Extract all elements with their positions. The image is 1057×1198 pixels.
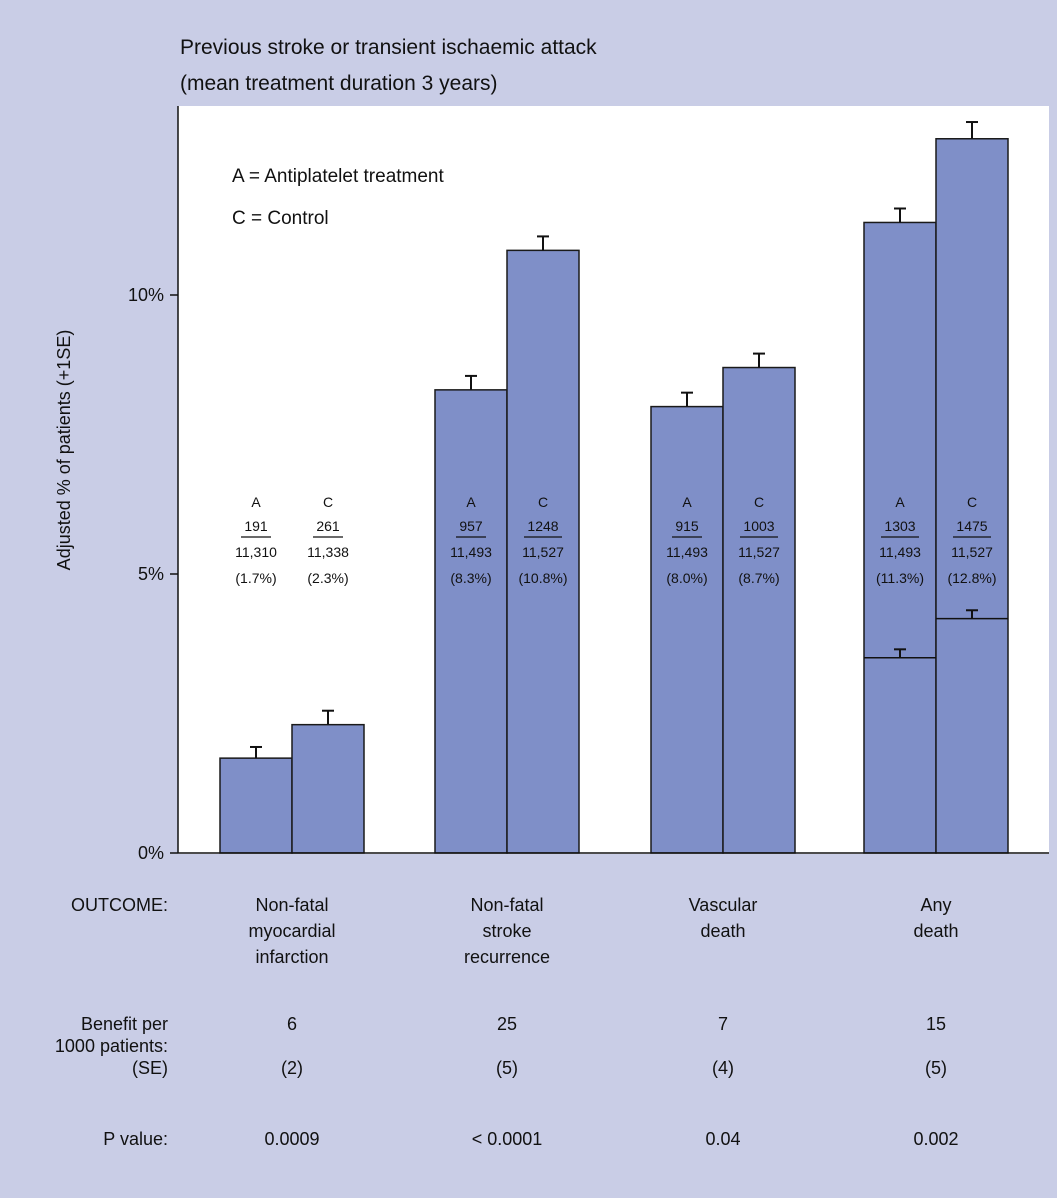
annotation-letter: C (754, 494, 764, 510)
annotation-events: 191 (244, 518, 268, 534)
benefit-se: (4) (712, 1058, 734, 1078)
annotation-patients: 11,338 (307, 544, 349, 560)
bar-c-1 (291, 723, 365, 854)
chart-title-line-1: Previous stroke or transient ischaemic a… (180, 36, 597, 59)
annotation-events: 1303 (884, 518, 915, 534)
benefit-value: 7 (718, 1014, 728, 1034)
benefit-se: (5) (925, 1058, 947, 1078)
annotation-letter: C (967, 494, 977, 510)
bar-a-1 (219, 757, 293, 854)
p-value: 0.04 (705, 1129, 740, 1149)
benefit-value: 25 (497, 1014, 517, 1034)
annotation-percent: (2.3%) (307, 570, 348, 586)
p-value: 0.002 (913, 1129, 958, 1149)
annotation-percent: (8.7%) (738, 570, 779, 586)
annotation-patients: 11,527 (738, 544, 780, 560)
bar-a-4 (863, 221, 937, 854)
annotation-events: 1003 (743, 518, 774, 534)
annotation-events: 957 (459, 518, 483, 534)
outcome-name-line: recurrence (464, 947, 550, 967)
p-value: 0.0009 (264, 1129, 319, 1149)
y-tick-label: 0% (138, 843, 164, 863)
chart-title-line-2: (mean treatment duration 3 years) (180, 72, 497, 95)
outcome-label: OUTCOME: (71, 895, 168, 915)
outcome-name-line: Non-fatal (470, 895, 543, 915)
annotation-percent: (8.0%) (666, 570, 707, 586)
benefit-value: 15 (926, 1014, 946, 1034)
legend-antiplatelet: A = Antiplatelet treatment (232, 166, 444, 187)
bar-c-4 (935, 138, 1009, 854)
annotation-letter: A (895, 494, 905, 510)
annotation-letter: A (251, 494, 261, 510)
outcome-name-line: Vascular (689, 895, 758, 915)
outcome-name-line: Non-fatal (255, 895, 328, 915)
benefit-se: (5) (496, 1058, 518, 1078)
annotation-patients: 11,310 (235, 544, 277, 560)
annotation-events: 915 (675, 518, 699, 534)
annotation-patients: 11,493 (666, 544, 708, 560)
outcome-name-line: infarction (255, 947, 328, 967)
annotation-percent: (10.8%) (518, 570, 567, 586)
annotation-patients: 11,527 (951, 544, 993, 560)
legend-control: C = Control (232, 208, 329, 229)
annotation-events: 261 (316, 518, 340, 534)
bar-a-2 (434, 389, 508, 854)
y-tick-label: 10% (128, 285, 164, 305)
outcome-name-line: death (913, 921, 958, 941)
annotation-patients: 11,493 (450, 544, 492, 560)
annotation-letter: A (466, 494, 476, 510)
outcome-name-line: death (700, 921, 745, 941)
benefit-se: (2) (281, 1058, 303, 1078)
annotation-percent: (1.7%) (235, 570, 276, 586)
benefit-label-line: (SE) (132, 1058, 168, 1078)
annotation-events: 1475 (956, 518, 987, 534)
annotation-percent: (12.8%) (947, 570, 996, 586)
annotation-patients: 11,527 (522, 544, 564, 560)
outcome-name-line: Any (920, 895, 951, 915)
p-value-label: P value: (103, 1129, 168, 1149)
benefit-label-line: 1000 patients: (55, 1036, 168, 1056)
p-value: < 0.0001 (472, 1129, 543, 1149)
outcome-name-line: stroke (482, 921, 531, 941)
bar-c-3 (722, 366, 796, 854)
annotation-events: 1248 (527, 518, 558, 534)
bar-c-2 (506, 249, 580, 854)
benefit-value: 6 (287, 1014, 297, 1034)
bar-a-3 (650, 405, 724, 854)
annotation-letter: C (323, 494, 333, 510)
annotation-percent: (8.3%) (450, 570, 491, 586)
y-axis-label: Adjusted % of patients (+1SE) (54, 330, 74, 571)
annotation-patients: 11,493 (879, 544, 921, 560)
annotation-letter: A (682, 494, 692, 510)
annotation-percent: (11.3%) (876, 570, 924, 586)
benefit-label-line: Benefit per (81, 1014, 168, 1034)
annotation-letter: C (538, 494, 548, 510)
y-tick-label: 5% (138, 564, 164, 584)
outcome-name-line: myocardial (248, 921, 335, 941)
